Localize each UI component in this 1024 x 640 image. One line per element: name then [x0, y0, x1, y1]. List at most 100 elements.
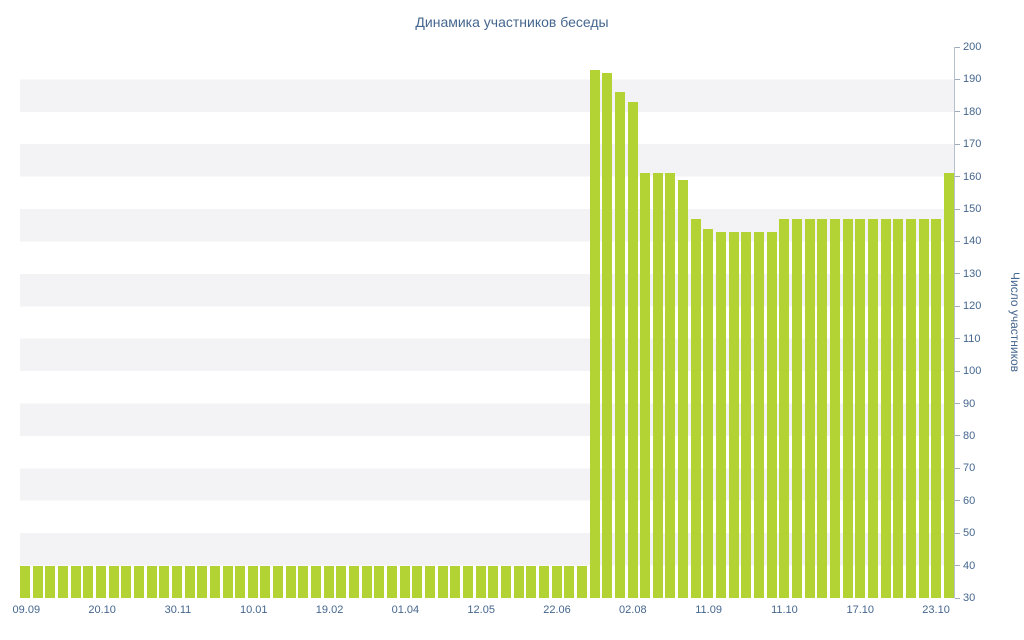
bar — [665, 173, 676, 598]
y-tick-label: 150 — [963, 203, 982, 216]
bar — [361, 565, 372, 598]
bar — [804, 218, 815, 598]
bar — [690, 218, 701, 598]
y-tick-label: 110 — [963, 332, 981, 345]
y-tick: 90 — [955, 398, 975, 410]
y-tick-mark — [955, 403, 960, 405]
y-tick-mark — [955, 240, 960, 242]
bar — [703, 228, 714, 598]
bar — [893, 218, 904, 598]
bar — [349, 565, 360, 598]
chart-title: Динамика участников беседы — [415, 14, 609, 30]
y-tick-mark — [955, 370, 960, 372]
bar — [235, 565, 246, 598]
bar — [171, 565, 182, 598]
y-tick-mark — [955, 532, 960, 534]
y-tick-label: 160 — [963, 170, 982, 183]
y-tick: 180 — [955, 106, 981, 118]
bar — [285, 565, 296, 598]
bar — [247, 565, 258, 598]
bar — [260, 565, 271, 598]
y-tick-label: 200 — [963, 41, 982, 53]
bar — [450, 565, 461, 598]
bar — [500, 565, 511, 598]
bar — [526, 565, 537, 598]
bar — [830, 218, 840, 598]
x-tick-label: 30.11 — [164, 604, 192, 616]
y-tick-label: 90 — [963, 397, 976, 410]
bar — [121, 565, 132, 598]
bar — [551, 565, 562, 598]
bar — [488, 565, 499, 598]
x-tick-label: 11.09 — [695, 604, 722, 616]
y-axis: 200 190 180 170 160 150 140 130 120 110 100 90 80 70 6… — [955, 41, 1003, 604]
y-tick-label: 50 — [963, 527, 976, 540]
bar — [437, 565, 448, 598]
bar — [678, 179, 689, 598]
bar — [779, 218, 790, 598]
bar — [412, 565, 423, 598]
x-tick-label: 19.02 — [315, 604, 344, 616]
y-tick-mark — [955, 305, 960, 307]
y-tick: 110 — [955, 333, 981, 345]
y-tick-label: 140 — [963, 235, 982, 248]
bar — [855, 218, 866, 598]
bar — [399, 565, 410, 598]
y-tick-mark — [955, 208, 960, 210]
bar — [298, 565, 309, 598]
bar — [716, 231, 727, 598]
y-tick-mark — [955, 435, 960, 437]
x-tick-label: 23.10 — [922, 604, 950, 616]
y-tick-mark — [955, 78, 960, 80]
y-tick-mark — [955, 143, 960, 145]
y-tick-label: 80 — [963, 429, 976, 442]
bar — [462, 565, 473, 598]
y-tick: 70 — [955, 462, 975, 474]
bar — [57, 565, 68, 598]
bar — [867, 218, 878, 598]
bar — [70, 565, 81, 598]
x-tick-label: 02.08 — [619, 604, 647, 616]
y-tick-mark — [955, 176, 960, 178]
y-tick-label: 170 — [963, 138, 982, 151]
bar — [614, 92, 625, 598]
y-tick: 80 — [955, 430, 975, 442]
bar — [311, 565, 322, 598]
y-tick-mark — [955, 111, 960, 113]
bar — [108, 565, 119, 598]
y-tick-mark — [955, 338, 960, 340]
y-tick-mark — [955, 467, 960, 469]
y-tick: 50 — [955, 527, 975, 539]
bar — [880, 218, 891, 598]
y-tick: 100 — [955, 365, 981, 377]
bar — [475, 565, 486, 598]
y-axis-title: Число участников — [1008, 272, 1022, 373]
y-tick: 60 — [955, 495, 975, 507]
bar — [83, 565, 94, 598]
bar — [209, 565, 220, 598]
x-axis: 09.09 20.10 30.11 10.01 19.02 01.04 12.05 22.06… — [13, 601, 955, 621]
y-tick: 120 — [955, 300, 981, 312]
bar — [918, 218, 929, 598]
y-tick-mark — [955, 565, 960, 567]
bars — [20, 47, 954, 598]
y-tick-label: 120 — [963, 300, 982, 313]
bar — [741, 231, 752, 598]
x-tick-label: 12.05 — [467, 604, 495, 616]
bar — [45, 565, 56, 598]
y-tick-label: 70 — [963, 462, 976, 475]
bar — [273, 565, 284, 598]
bar — [222, 565, 233, 598]
bar — [32, 565, 43, 598]
bar — [728, 231, 739, 598]
bar — [95, 565, 106, 598]
y-tick: 30 — [955, 592, 975, 604]
bar — [159, 565, 170, 598]
y-tick: 140 — [955, 235, 981, 247]
y-tick-mark — [955, 46, 960, 48]
bar — [640, 173, 651, 598]
y-tick: 170 — [955, 138, 981, 150]
y-tick-label: 180 — [963, 105, 982, 118]
y-tick: 40 — [955, 560, 975, 572]
